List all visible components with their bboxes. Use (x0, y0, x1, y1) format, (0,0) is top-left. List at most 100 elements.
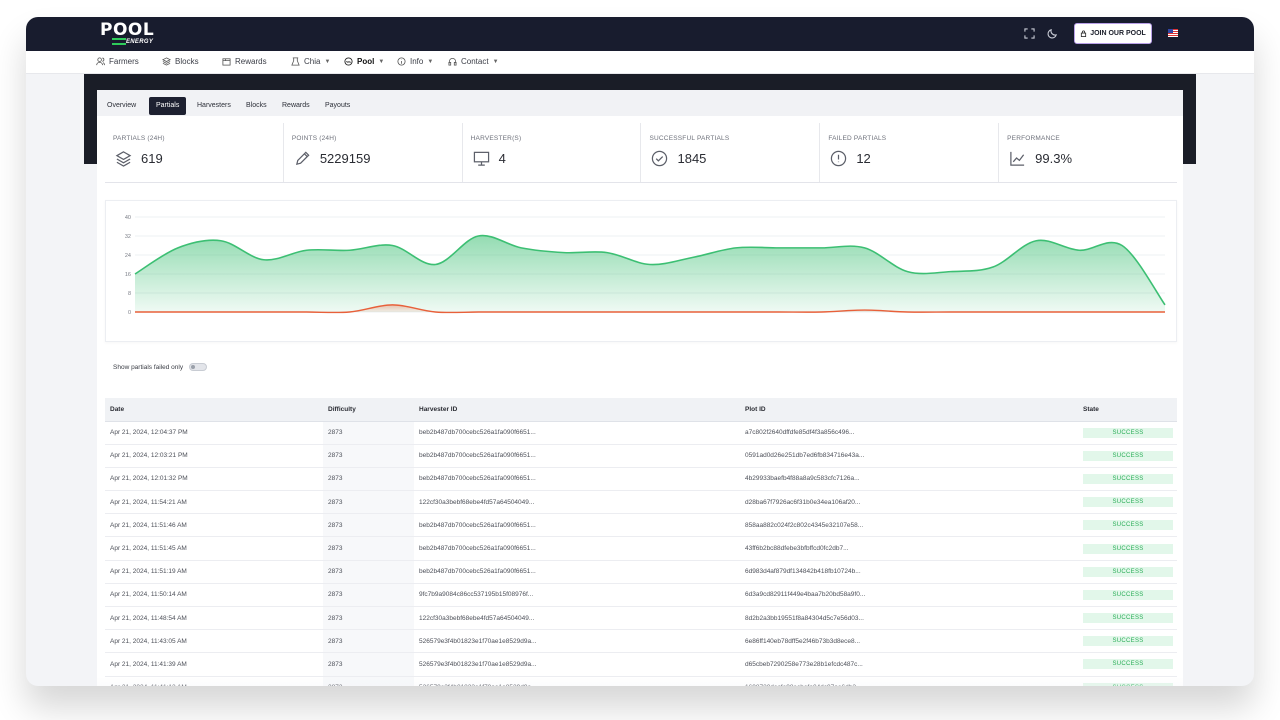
table-row[interactable]: Apr 21, 2024, 11:54:21 AM 2873 122cf30a3be… (105, 490, 1177, 515)
tab-rewards[interactable]: Rewards (282, 102, 310, 109)
stat-performance: PERFORMANCE 99.3% (999, 123, 1177, 182)
table-row[interactable]: Apr 21, 2024, 11:41:12 AM2873526579e3f4b… (105, 676, 1177, 686)
nav-pool[interactable]: Pool ▼ (344, 57, 384, 66)
tab-overview[interactable]: Overview (107, 102, 137, 109)
stat-value: 4 (498, 151, 506, 166)
cell-harvester-id: 122cf30a3bebf68ebe4fd57a64504049... (414, 490, 740, 515)
table-row[interactable]: Apr 21, 2024, 11:50:14 AM 2873 9fc7b9a9084… (105, 583, 1177, 608)
cell-plot-id: 6d983d4af879df134842b418fb10724b... (740, 560, 1078, 584)
logo-text: POOL (100, 20, 155, 40)
cell-difficulty: 2873 (323, 513, 414, 538)
table-row[interactable]: Apr 21, 2024, 11:48:54 AM 2873 122cf30a3be… (105, 606, 1177, 631)
cell-state: SUCCESS (1078, 676, 1177, 686)
cell-date: Apr 21, 2024, 11:48:54 AM (105, 606, 323, 631)
table-row[interactable]: Apr 21, 2024, 11:41:39 AM 2873 526579e3f4b… (105, 652, 1177, 677)
fullscreen-icon[interactable] (1024, 28, 1035, 39)
cell-harvester-id: 526579e3f4b01823e1f70ae1e8529d9a... (414, 676, 740, 686)
us-flag-icon[interactable] (1168, 29, 1178, 37)
stat-label: FAILED PARTIALS (828, 135, 887, 142)
cell-difficulty: 2873 (323, 676, 414, 686)
lock-icon (1081, 30, 1087, 37)
cell-state: SUCCESS (1078, 629, 1177, 654)
stat-value: 1845 (677, 151, 707, 166)
cell-difficulty: 2873 (323, 629, 414, 654)
cell-state: SUCCESS (1078, 421, 1177, 445)
tab-partials[interactable]: Partials (149, 97, 187, 115)
cell-plot-id: 0591ad0d26e251db7ed6fb834716e43a... (740, 444, 1078, 468)
join-pool-label: JOIN OUR POOL (1090, 30, 1146, 37)
nav-blocks[interactable]: Blocks (162, 57, 199, 66)
failed-filter-label: Show partials failed only (113, 363, 184, 371)
series-area-successful (135, 235, 1165, 312)
cell-plot-id: 6d3a9cd82911f449e4baa7b20bd58a9f0... (740, 583, 1078, 608)
nav-farmers[interactable]: Farmers (96, 57, 139, 66)
cell-date: Apr 21, 2024, 11:50:14 AM (105, 583, 323, 608)
nav-chia[interactable]: Chia ▼ (291, 57, 330, 66)
col-state[interactable]: State (1078, 398, 1177, 422)
col-difficulty[interactable]: Difficulty (323, 398, 414, 422)
stat-label: HARVESTER(S) (470, 135, 522, 142)
cell-date: Apr 21, 2024, 12:03:21 PM (105, 444, 323, 468)
cell-date: Apr 21, 2024, 12:04:37 PM (105, 421, 323, 445)
table-row[interactable]: Apr 21, 2024, 12:03:21 PM 2873 beb2b487db7… (105, 444, 1177, 468)
tab-blocks[interactable]: Blocks (246, 102, 267, 109)
alert-circle-icon (831, 150, 847, 167)
stat-label: SUCCESSFUL PARTIALS (649, 135, 730, 142)
col-date[interactable]: Date (105, 398, 323, 422)
cell-state: SUCCESS (1078, 606, 1177, 631)
col-plot-id[interactable]: Plot ID (740, 398, 1078, 422)
tab-payouts[interactable]: Payouts (325, 102, 351, 109)
cell-difficulty: 2873 (323, 583, 414, 608)
col-harvester-id[interactable]: Harvester ID (414, 398, 740, 422)
rewards-icon (222, 58, 231, 66)
cell-state: SUCCESS (1078, 467, 1177, 492)
status-badge: SUCCESS (1083, 543, 1173, 554)
status-badge: SUCCESS (1083, 566, 1173, 577)
table-row[interactable]: Apr 21, 2024, 11:51:45 AM 2873 beb2b487db7… (105, 536, 1177, 561)
cell-difficulty: 2873 (323, 606, 414, 631)
cell-plot-id: 858aa882c024f2c802c4345e32107e58... (740, 513, 1078, 538)
logo-subtext: ENERGY (126, 39, 154, 45)
table-row[interactable]: Apr 21, 2024, 11:43:05 AM 2873 526579e3f4b… (105, 629, 1177, 654)
tab-harvesters[interactable]: Harvesters (197, 102, 231, 109)
chart-y-tick: 40 (125, 215, 131, 221)
table-row[interactable]: Apr 21, 2024, 12:04:37 PM 2873 beb2b487db7… (105, 421, 1177, 445)
partials-chart: 40 32 24 16 8 0 (105, 200, 1177, 342)
cell-harvester-id: 526579e3f4b01823e1f70ae1e8529d9a... (414, 629, 740, 654)
status-badge: SUCCESS (1083, 497, 1173, 508)
nav-contact[interactable]: Contact ▼ (448, 57, 499, 66)
cell-harvester-id: beb2b487db700cebc526a1fa090f6651... (414, 467, 740, 492)
logo-bolt-icon (112, 38, 126, 45)
logo[interactable]: POOL ENERGY (100, 22, 156, 48)
tab-bar: Overview Partials Harvesters Blocks Rewa… (97, 90, 1183, 116)
cell-harvester-id: 9fc7b9a9084c86cc537195b15f08976f... (414, 583, 740, 608)
table-row[interactable]: Apr 21, 2024, 11:51:19 AM 2873 beb2b487db7… (105, 560, 1177, 584)
chevron-down-icon: ▼ (324, 58, 331, 65)
status-badge: SUCCESS (1083, 636, 1173, 647)
stat-value: 619 (141, 151, 163, 166)
table-row[interactable]: Apr 21, 2024, 12:01:32 PM 2873 beb2b487db7… (105, 467, 1177, 492)
stat-label: PARTIALS (24H) (113, 135, 165, 142)
chart-svg: 40 32 24 16 8 0 (125, 215, 1166, 316)
join-pool-button[interactable]: JOIN OUR POOL (1074, 23, 1152, 44)
status-badge: SUCCESS (1083, 659, 1173, 670)
failed-only-toggle[interactable] (189, 363, 208, 371)
cell-harvester-id: beb2b487db700cebc526a1fa090f6651... (414, 444, 740, 468)
table-row[interactable]: Apr 21, 2024, 11:51:46 AM 2873 beb2b487db7… (105, 513, 1177, 538)
cell-state: SUCCESS (1078, 444, 1177, 468)
cell-plot-id: 4b29933baefb4f88a8a9c583cfc7126a... (740, 467, 1078, 492)
partials-panel: Overview Partials Harvesters Blocks Rewa… (97, 90, 1183, 686)
pencil-icon (295, 151, 310, 166)
cell-difficulty: 2873 (323, 421, 414, 445)
stat-partials: PARTIALS (24H) 619 (105, 123, 284, 182)
chia-icon (291, 57, 300, 66)
cell-date: Apr 21, 2024, 11:51:19 AM (105, 560, 323, 584)
cell-difficulty: 2873 (323, 652, 414, 677)
nav-info[interactable]: Info ▼ (397, 57, 433, 66)
nav-rewards[interactable]: Rewards (222, 57, 267, 66)
status-badge: SUCCESS (1083, 613, 1173, 624)
headset-icon (448, 58, 457, 66)
nav-contact-label: Contact (461, 57, 489, 66)
dark-mode-icon[interactable] (1047, 28, 1058, 39)
nav-info-label: Info (410, 57, 424, 66)
